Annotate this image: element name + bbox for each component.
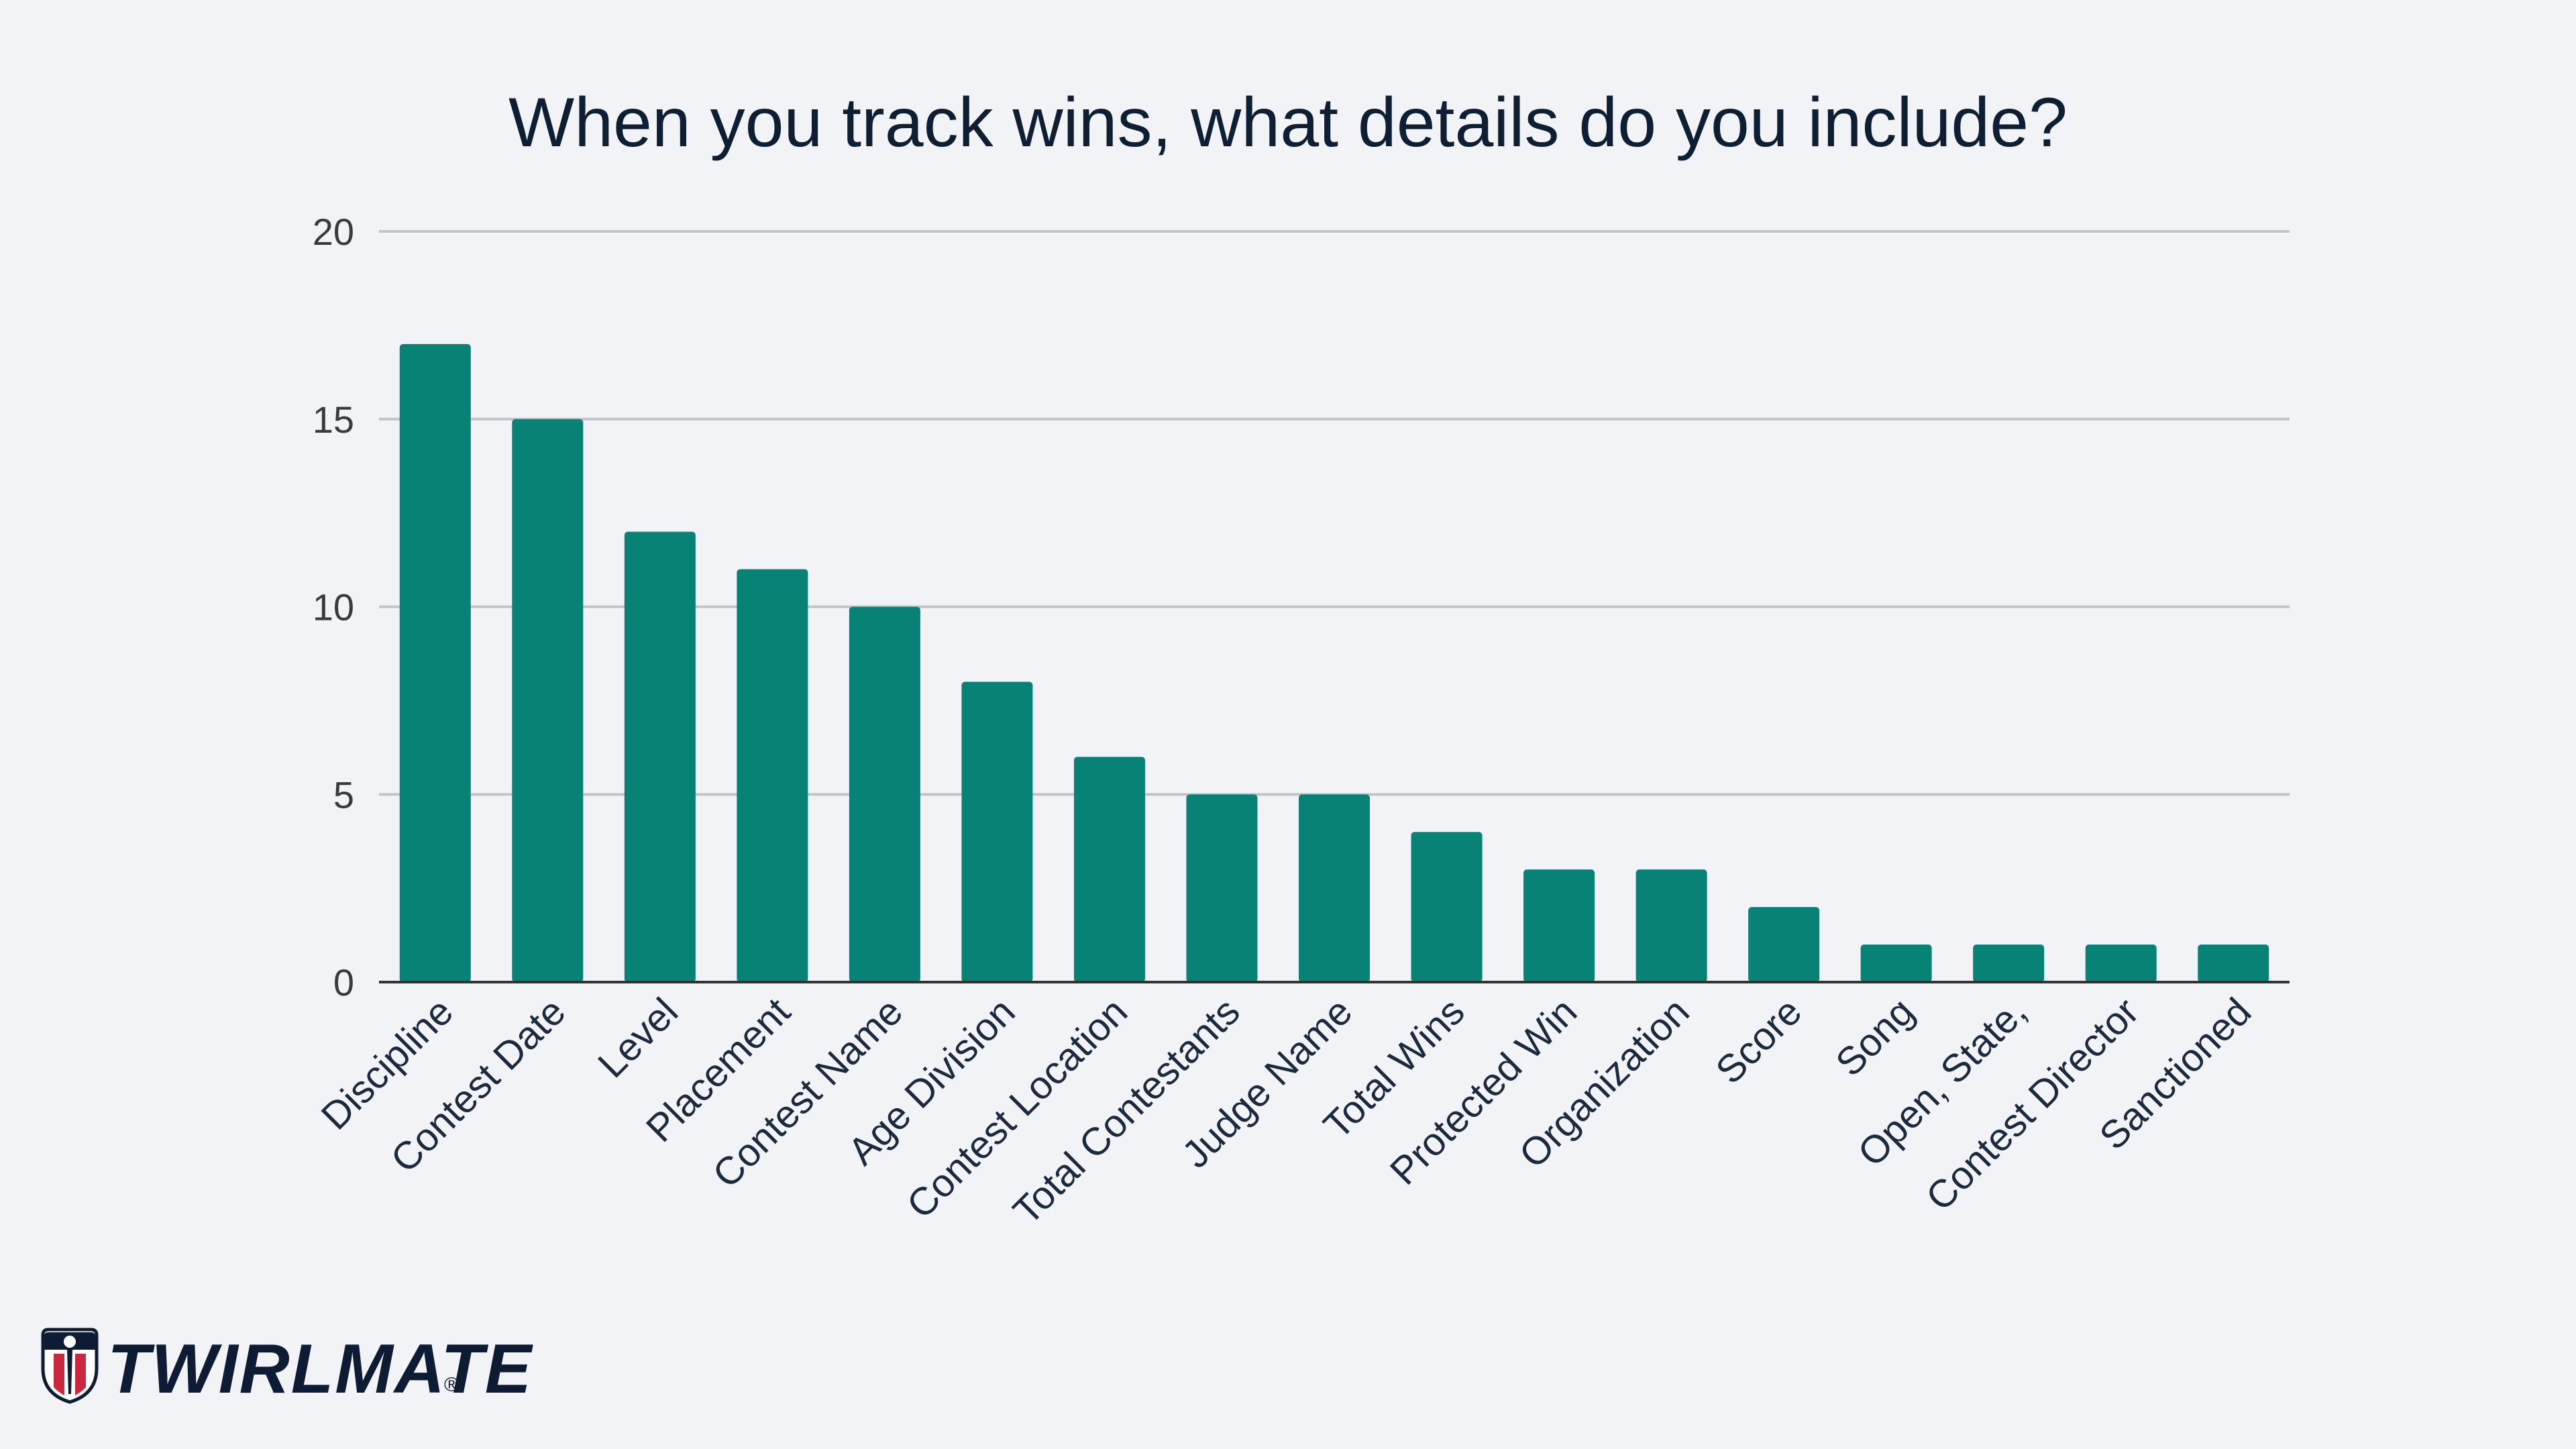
bar	[1073, 757, 1145, 982]
bar	[849, 606, 920, 982]
bar	[399, 343, 471, 982]
bar	[2085, 945, 2157, 982]
bar	[1973, 945, 2045, 982]
x-tick-label: Contest Director	[1918, 989, 2147, 1219]
bar	[624, 531, 696, 982]
brand-registered-mark: ®	[444, 1374, 459, 1396]
y-axis-ticks: 0 5 10 15 20	[313, 211, 354, 1004]
x-tick-label: Song	[1827, 989, 1923, 1085]
bar	[1523, 869, 1595, 982]
brand-name: TWIRLMATE	[107, 1330, 533, 1408]
bar	[1299, 794, 1370, 982]
y-tick-label: 10	[313, 586, 354, 629]
x-tick-label: Score	[1707, 989, 1810, 1092]
bar	[1748, 907, 1820, 982]
y-tick-label: 15	[313, 398, 354, 441]
bars	[399, 343, 2269, 982]
y-tick-label: 5	[333, 773, 354, 816]
bar	[737, 569, 808, 982]
bar	[961, 682, 1033, 982]
bar	[1186, 794, 1258, 982]
bar	[512, 419, 584, 982]
y-tick-label: 20	[313, 211, 354, 253]
x-tick-label: Contest Name	[704, 989, 911, 1196]
chart-title: When you track wins, what details do you…	[508, 84, 2068, 162]
bar	[1860, 945, 1932, 982]
x-tick-label: Level	[590, 989, 686, 1086]
bar	[1635, 869, 1707, 982]
brand-logo: TWIRLMATE ®	[41, 1328, 533, 1408]
bar	[1411, 832, 1483, 982]
y-tick-label: 0	[333, 961, 354, 1004]
bar	[2198, 945, 2269, 982]
shield-baton-icon	[41, 1328, 99, 1404]
